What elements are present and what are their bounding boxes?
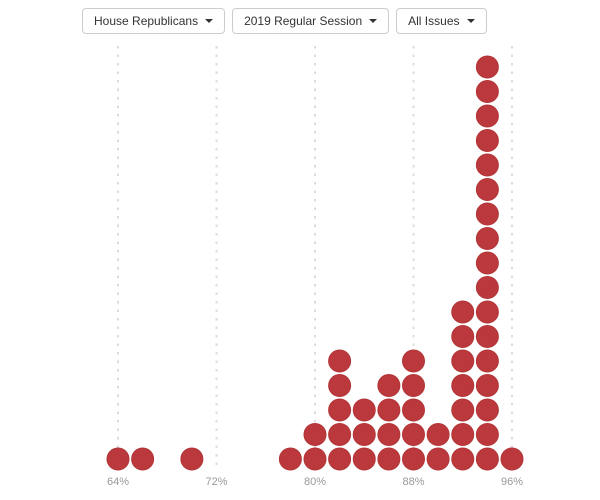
- legislator-dot[interactable]: [352, 398, 376, 422]
- legislator-dot[interactable]: [352, 447, 376, 471]
- legislator-dot[interactable]: [426, 423, 450, 446]
- filter-button-session[interactable]: 2019 Regular Session: [232, 8, 390, 34]
- filter-button-group[interactable]: House Republicans: [82, 8, 226, 34]
- caret-down-icon: [466, 19, 475, 23]
- legislator-dot[interactable]: [180, 447, 204, 471]
- legislator-dot[interactable]: [451, 374, 475, 397]
- legislator-dot[interactable]: [451, 398, 475, 422]
- legislator-dot[interactable]: [475, 276, 499, 299]
- legislator-dot[interactable]: [475, 374, 499, 397]
- legislator-dot[interactable]: [475, 104, 499, 128]
- legislator-dot[interactable]: [475, 55, 499, 79]
- filter-toolbar: House Republicans 2019 Regular Session A…: [82, 8, 487, 34]
- legislator-dot[interactable]: [131, 447, 155, 471]
- legislator-dot[interactable]: [303, 423, 327, 446]
- legislator-dot[interactable]: [475, 325, 499, 348]
- legislator-dot[interactable]: [328, 349, 352, 373]
- legislator-dot[interactable]: [328, 447, 352, 471]
- x-tick-label: 72%: [205, 476, 227, 488]
- filter-button-session-label: 2019 Regular Session: [244, 13, 363, 28]
- legislator-dot[interactable]: [475, 202, 499, 226]
- legislator-dot[interactable]: [475, 178, 499, 201]
- legislator-dot[interactable]: [451, 447, 475, 471]
- legislator-dot[interactable]: [475, 153, 499, 177]
- legislator-dot[interactable]: [475, 300, 499, 324]
- legislator-dot[interactable]: [377, 447, 401, 471]
- legislator-dot[interactable]: [377, 398, 401, 422]
- legislator-dot[interactable]: [475, 398, 499, 422]
- legislator-dot[interactable]: [328, 423, 352, 446]
- legislator-dot[interactable]: [475, 447, 499, 471]
- legislator-dot[interactable]: [475, 423, 499, 446]
- legislator-dot[interactable]: [377, 423, 401, 446]
- legislator-dot[interactable]: [303, 447, 327, 471]
- caret-down-icon: [369, 19, 378, 23]
- legislator-dot[interactable]: [451, 325, 475, 348]
- legislator-dot[interactable]: [475, 227, 499, 250]
- x-tick-label: 64%: [107, 476, 129, 488]
- legislator-dot[interactable]: [402, 398, 425, 422]
- x-tick-label: 96%: [501, 476, 523, 488]
- legislator-dot[interactable]: [402, 447, 425, 471]
- legislator-dot[interactable]: [475, 251, 499, 275]
- legislator-dot[interactable]: [451, 349, 475, 373]
- legislator-dot[interactable]: [106, 447, 130, 471]
- legislator-dot[interactable]: [426, 447, 450, 471]
- legislator-dot[interactable]: [451, 423, 475, 446]
- x-tick-label: 88%: [402, 476, 424, 488]
- filter-button-issues[interactable]: All Issues: [396, 8, 487, 34]
- x-tick-label: 80%: [304, 476, 326, 488]
- legislator-dot[interactable]: [475, 129, 499, 152]
- legislator-dot[interactable]: [278, 447, 302, 471]
- legislator-dot[interactable]: [352, 423, 376, 446]
- legislator-dot[interactable]: [402, 374, 425, 397]
- filter-button-group-label: House Republicans: [94, 13, 199, 28]
- legislator-dot[interactable]: [328, 374, 352, 397]
- caret-down-icon: [205, 19, 214, 23]
- filter-button-issues-label: All Issues: [408, 13, 460, 28]
- legislator-dot[interactable]: [475, 349, 499, 373]
- legislator-dot[interactable]: [328, 398, 352, 422]
- legislator-dot[interactable]: [500, 447, 524, 471]
- legislator-dot[interactable]: [402, 423, 425, 446]
- legislator-dot[interactable]: [475, 80, 499, 103]
- legislator-dot[interactable]: [377, 374, 401, 397]
- legislator-dot[interactable]: [402, 349, 425, 373]
- legislator-dot[interactable]: [451, 300, 475, 324]
